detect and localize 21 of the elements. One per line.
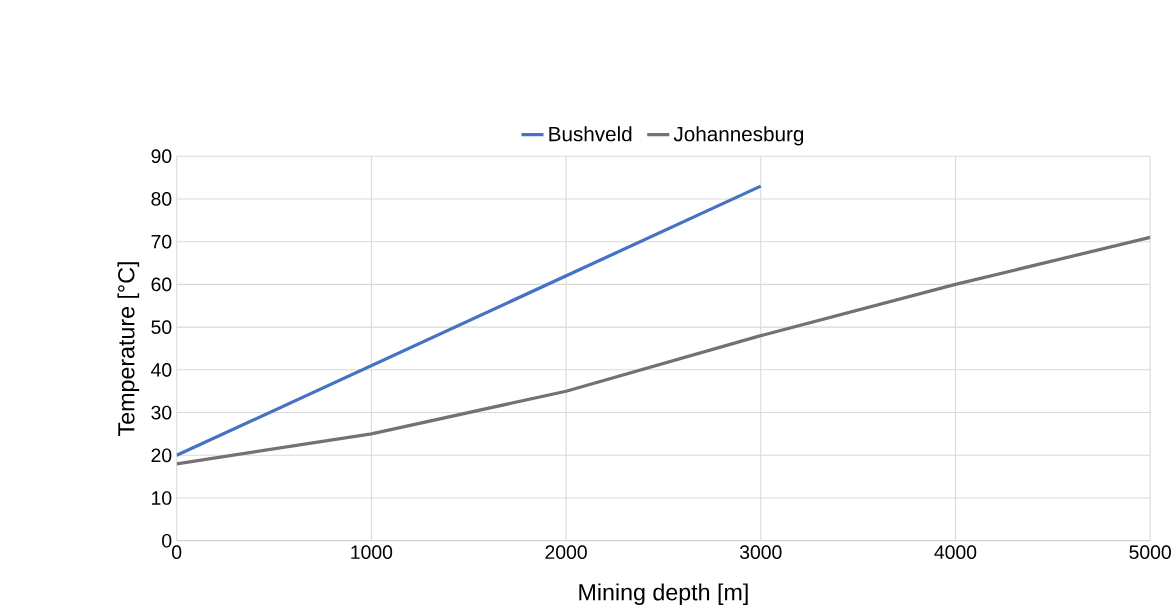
x-tick-label: 1000 [351,545,393,559]
y-tick-label: 70 [151,234,172,249]
x-tick-label: 3000 [739,545,782,559]
x-tick-label: 4000 [934,545,977,559]
x-tick-label: 0 [172,545,182,559]
y-tick-label: 60 [151,277,172,292]
y-tick-label: 0 [162,533,172,548]
y-tick-label: 40 [151,362,172,377]
y-tick-label: 30 [151,405,172,420]
y-tick-label: 80 [151,191,172,206]
y-tick-label: 10 [152,490,172,505]
y-axis-title: Temperature [°C] [117,262,140,436]
x-axis-title: Mining depth [m] [579,583,748,605]
y-tick-label: 20 [151,448,172,462]
line-series [176,235,1151,466]
x-tick-label: 5000 [1129,545,1171,559]
legend-label: Bushveld [549,126,632,142]
x-tick-label: 2000 [545,545,587,559]
y-tick-label: 90 [151,149,172,163]
legend-label: Johannesburg [673,126,804,146]
y-tick-label: 50 [151,320,172,334]
